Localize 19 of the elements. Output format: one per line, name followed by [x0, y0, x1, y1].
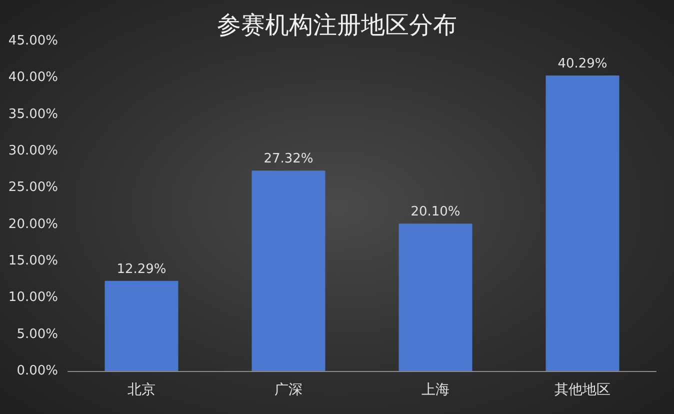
- data-label: 27.32%: [264, 152, 314, 167]
- y-tick-label: 5.00%: [16, 326, 58, 342]
- y-tick-label: 15.00%: [8, 254, 58, 268]
- y-tick-label: 20.00%: [8, 216, 58, 232]
- y-tick-label: 45.00%: [8, 34, 58, 48]
- x-tick-label: 其他地区: [554, 382, 610, 398]
- y-tick-label: 40.00%: [8, 70, 58, 86]
- x-tick-label: 北京: [128, 382, 156, 398]
- data-label: 12.29%: [116, 262, 166, 277]
- y-tick-label: 35.00%: [8, 106, 58, 122]
- data-label: 40.29%: [558, 56, 608, 72]
- y-tick-label: 25.00%: [8, 180, 58, 196]
- y-tick-label: 0.00%: [16, 364, 58, 378]
- x-tick-label: 上海: [422, 382, 450, 398]
- chart-title: 参赛机构注册地区分布: [217, 11, 457, 39]
- y-tick-label: 30.00%: [8, 144, 58, 158]
- x-tick-label: 广深: [274, 382, 302, 398]
- y-tick-label: 10.00%: [8, 290, 58, 306]
- data-label: 20.10%: [410, 204, 460, 220]
